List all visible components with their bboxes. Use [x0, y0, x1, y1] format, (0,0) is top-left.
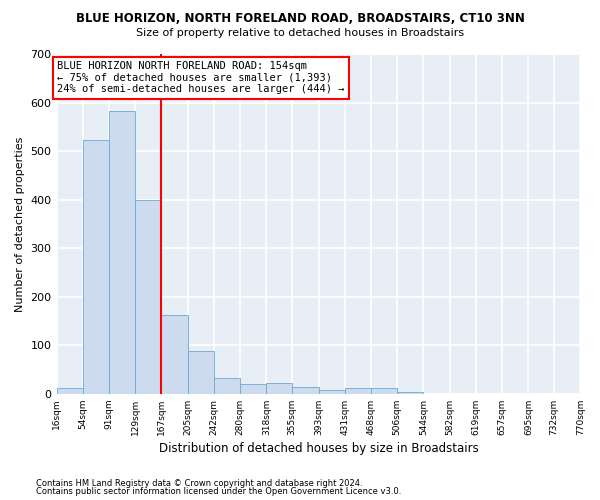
Bar	[188, 351, 214, 394]
Text: BLUE HORIZON, NORTH FORELAND ROAD, BROADSTAIRS, CT10 3NN: BLUE HORIZON, NORTH FORELAND ROAD, BROAD…	[76, 12, 524, 26]
Text: BLUE HORIZON NORTH FORELAND ROAD: 154sqm
← 75% of detached houses are smaller (1: BLUE HORIZON NORTH FORELAND ROAD: 154sqm…	[57, 62, 345, 94]
Bar	[371, 388, 397, 394]
Bar	[397, 392, 424, 394]
Bar	[135, 200, 161, 394]
Bar	[161, 314, 188, 394]
Bar	[56, 388, 83, 394]
Bar	[214, 378, 240, 394]
Bar	[266, 383, 292, 394]
Bar	[240, 384, 266, 394]
Bar	[109, 111, 135, 394]
Text: Contains public sector information licensed under the Open Government Licence v3: Contains public sector information licen…	[36, 487, 401, 496]
X-axis label: Distribution of detached houses by size in Broadstairs: Distribution of detached houses by size …	[158, 442, 478, 455]
Text: Size of property relative to detached houses in Broadstairs: Size of property relative to detached ho…	[136, 28, 464, 38]
Bar	[292, 386, 319, 394]
Y-axis label: Number of detached properties: Number of detached properties	[15, 136, 25, 312]
Bar	[345, 388, 371, 394]
Bar	[319, 390, 345, 394]
Text: Contains HM Land Registry data © Crown copyright and database right 2024.: Contains HM Land Registry data © Crown c…	[36, 478, 362, 488]
Bar	[83, 140, 109, 394]
